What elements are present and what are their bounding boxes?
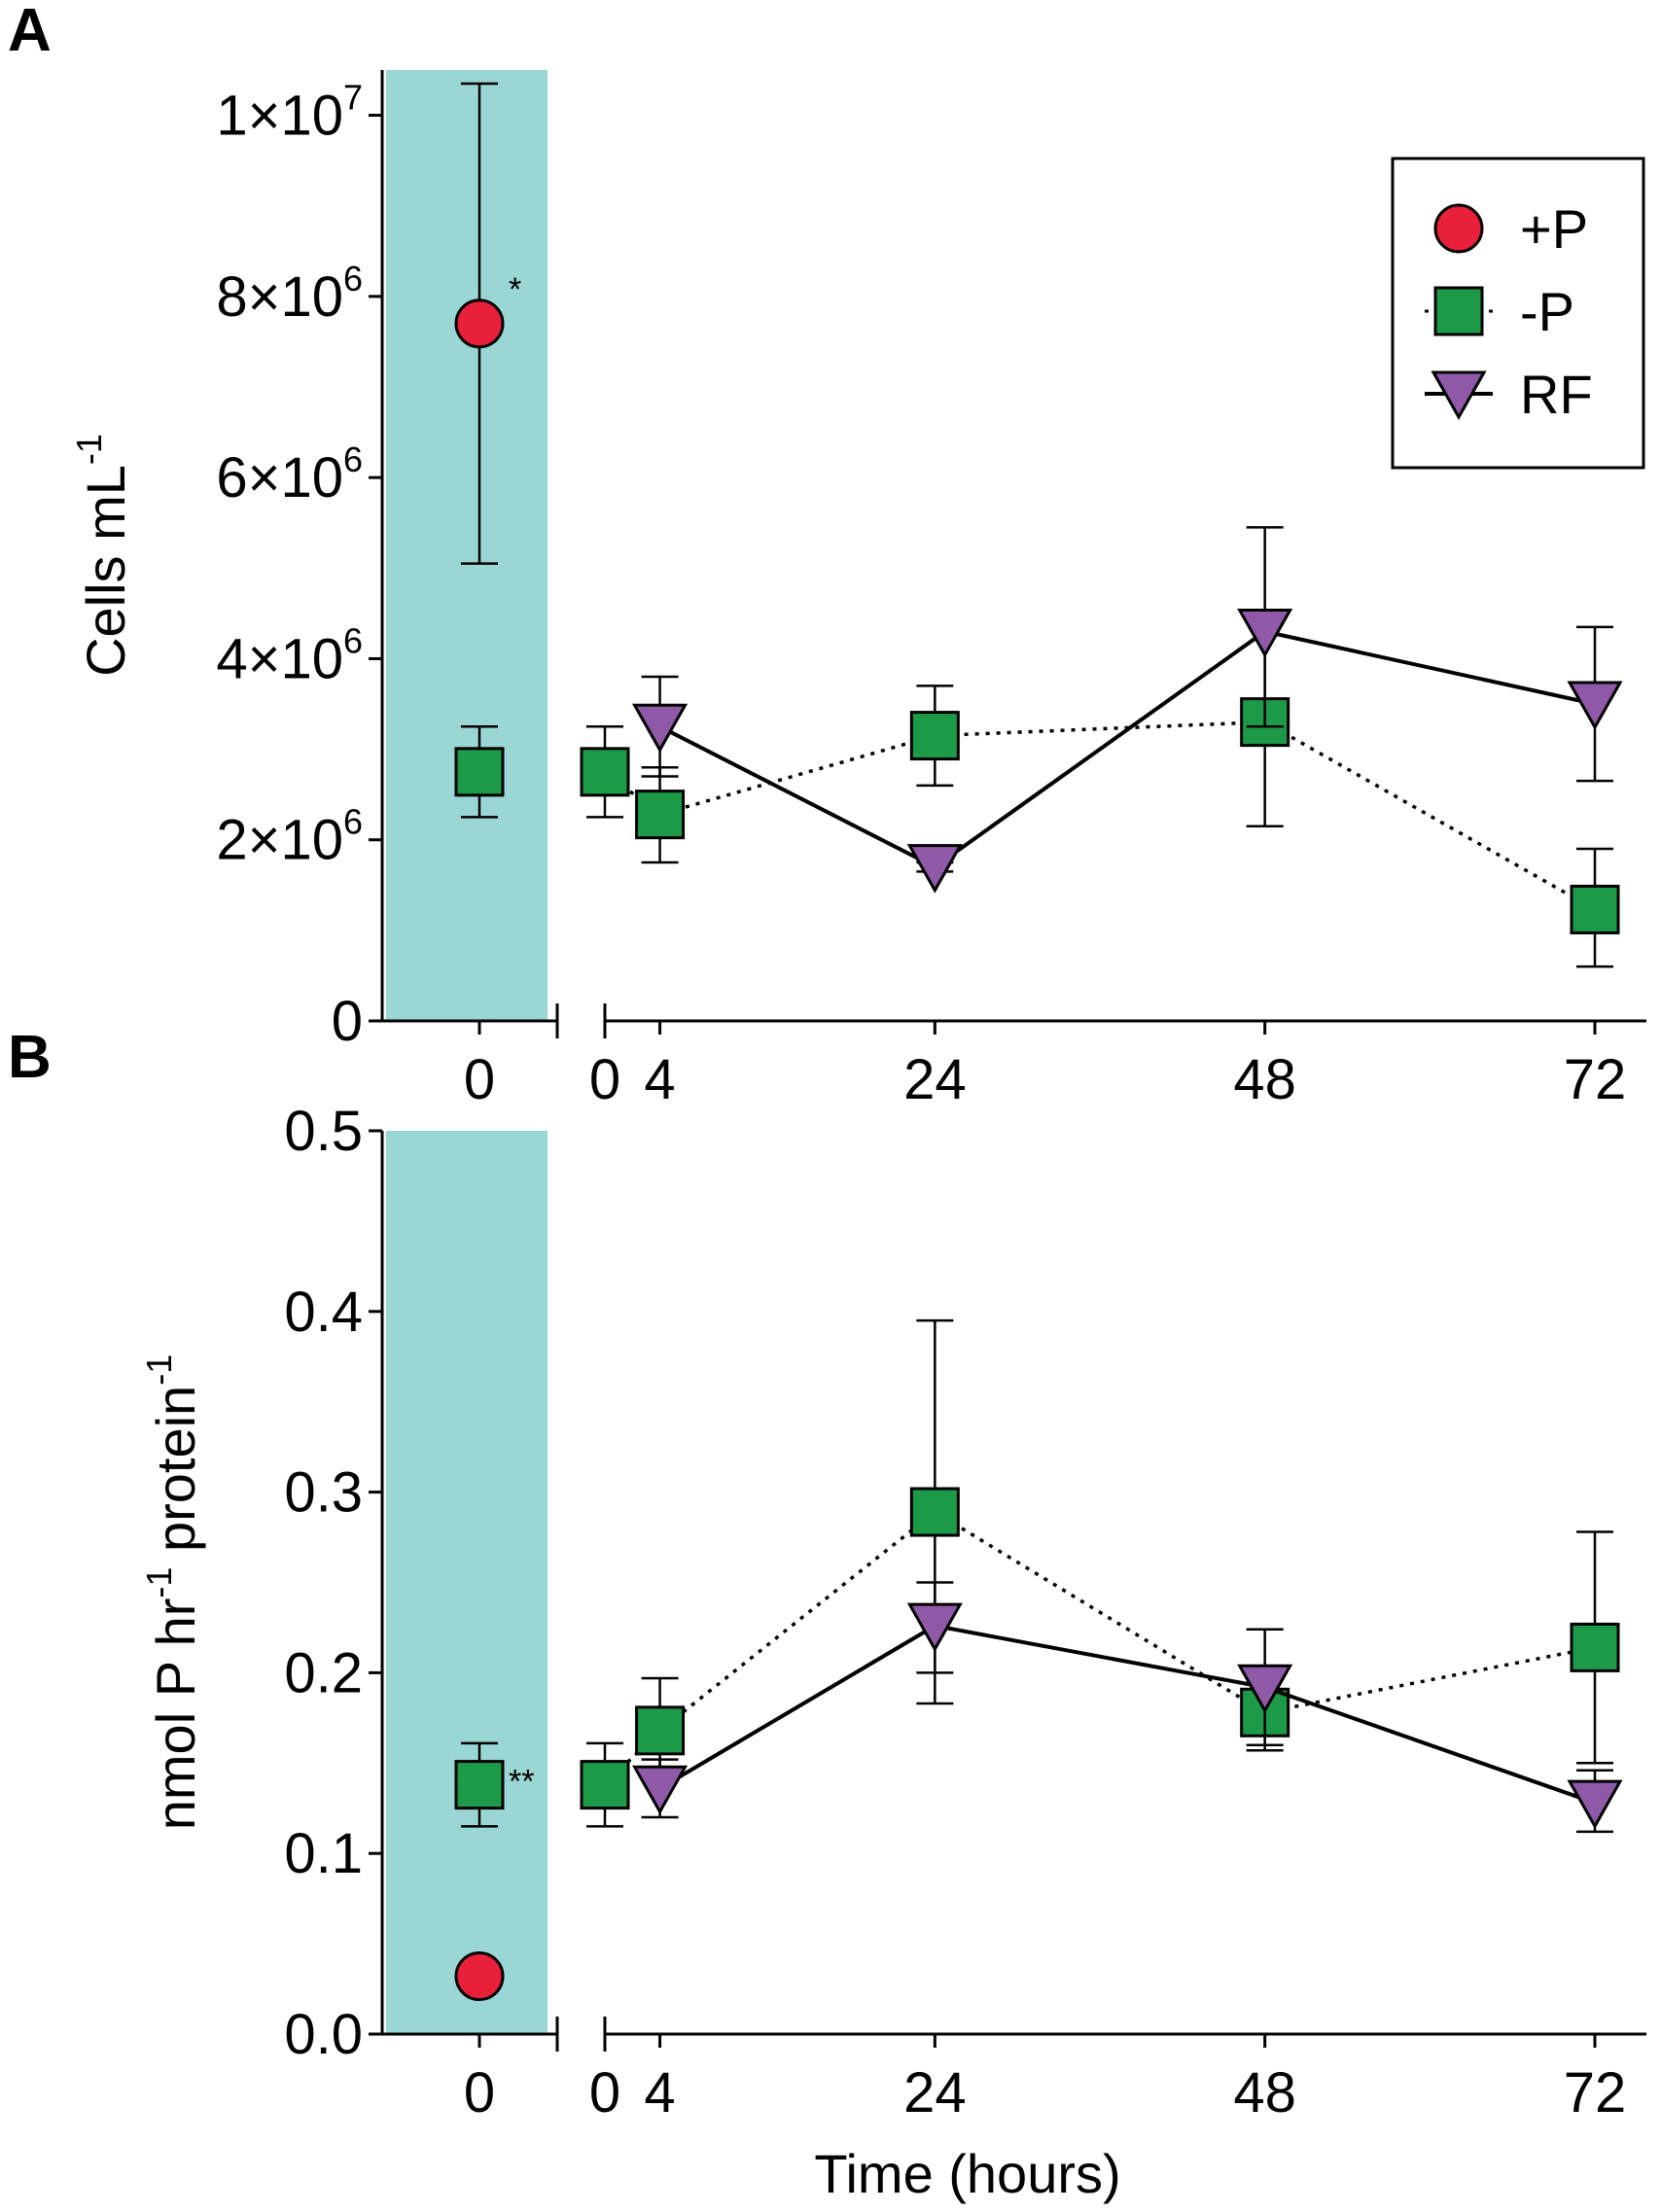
y-tick-label: 0.2 [284,1641,363,1704]
y-tick-label: 2×106 [216,802,363,872]
data-point [1237,608,1293,658]
y-tick-label: 0.1 [284,1822,363,1885]
y-tick-label: 4×106 [216,620,363,690]
legend-box [1391,157,1645,470]
y-tick-label-base: 8×10 [216,265,343,329]
series-RF [631,526,1623,894]
x-tick-label-baseline: 0 [464,2061,495,2124]
y-tick-label-base: 1×10 [216,85,343,148]
baseline-point [454,747,505,797]
x-tick-label: 48 [1233,2061,1296,2124]
x-tick-label: 0 [589,1048,620,1111]
baseline-series-+P [454,1951,505,2002]
x-tick-label: 72 [1564,2061,1627,2124]
series-line [658,629,1596,869]
legend-marker-rf [1431,370,1487,421]
data-point [635,790,686,840]
x-tick-label: 48 [1233,1048,1296,1111]
data-point [909,1487,960,1537]
legend-label: RF [1520,364,1593,425]
x-tick-label: 24 [903,2061,967,2124]
y-tick-label: 0.5 [284,1100,363,1163]
y-axis-title-sup-2: -1 [139,1354,179,1386]
legend-label: -P [1520,281,1574,342]
data-point [1570,884,1620,934]
data-point [909,711,960,761]
data-point [580,1760,630,1810]
data-point [1570,1622,1620,1672]
y-axis-title: Cells mL-1 [69,434,136,677]
y-tick-label-base: 0 [332,990,363,1053]
significance-annotation: ** [509,1764,534,1801]
y-tick-label-base: 0.3 [284,1461,363,1525]
y-tick-label: 0.3 [284,1461,363,1525]
y-tick-label-base: 0.0 [284,2003,363,2066]
y-tick-label: 1×107 [216,78,363,148]
series--P [580,1318,1620,1828]
baseline-series--P: ** [454,1741,534,1828]
y-tick-label: 6×106 [216,439,363,509]
y-tick-label-base: 0.4 [284,1281,363,1344]
data-point [631,1765,689,1815]
y-tick-label: 8×106 [216,259,363,329]
baseline-series-+P: * [454,82,521,565]
y-tick-label-exp: 6 [343,439,363,479]
legend-marker-plus_p [1433,203,1484,254]
y-axis-title: nmol P hr-1 protein-1 [139,1354,206,1830]
panel-letter: B [8,1024,52,1091]
x-tick-label: 0 [589,2061,620,2124]
y-tick-label-base: 0.1 [284,1822,363,1885]
legend-marker-minus_p [1433,286,1484,336]
data-point [631,703,689,754]
y-axis-title-text: nmol P hr [145,1598,206,1831]
data-point [1567,681,1623,731]
y-tick-label-exp: 7 [343,78,363,118]
y-tick-label: 0 [332,990,363,1053]
y-axis-title-sup: -1 [69,434,109,465]
baseline-point [454,1760,505,1810]
panel-letter: A [8,0,52,64]
y-tick-label-base: 0.2 [284,1641,363,1704]
y-axis-title-sup: -1 [139,1567,179,1598]
x-tick-label: 4 [644,2061,675,2124]
y-tick-label-exp: 6 [343,259,363,298]
y-tick-label-base: 4×10 [216,627,343,690]
data-point [1567,1779,1623,1830]
data-point [1237,1664,1293,1714]
baseline-series--P [454,725,505,819]
legend-label: +P [1520,198,1588,260]
x-tick-label: 72 [1564,1048,1627,1111]
series-line [658,1623,1596,1806]
x-tick-label: 4 [644,1048,675,1111]
y-tick-label-exp: 6 [343,802,363,842]
baseline-highlight-band [386,1131,548,2034]
y-tick-label: 0.0 [284,2003,363,2066]
series-RF [631,1581,1623,1834]
x-tick-label-baseline: 0 [464,1048,495,1111]
baseline-point [454,1951,505,2002]
y-axis-title-text-2: protein [145,1386,206,1567]
x-tick-label: 24 [903,1048,967,1111]
data-point [635,1705,686,1756]
baseline-point [454,298,505,349]
y-axis-title-text: Cells mL [75,465,136,677]
y-tick-label-exp: 6 [343,620,363,660]
significance-annotation: * [509,271,521,308]
x-axis-title: Time (hours) [814,2143,1120,2204]
data-point [906,844,963,894]
y-tick-label-base: 6×10 [216,446,343,509]
legend: +P -P RF [1391,157,1645,470]
data-point [580,747,630,797]
y-tick-label-base: 0.5 [284,1100,363,1163]
y-tick-label: 0.4 [284,1281,363,1344]
baseline-highlight-band [386,70,548,1021]
y-tick-label-base: 2×10 [216,809,343,872]
series--P [580,616,1620,968]
data-point [906,1602,963,1653]
series-line [603,1509,1596,1786]
